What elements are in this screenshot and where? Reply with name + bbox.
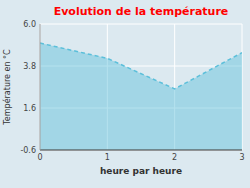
- x-tick-label: 3: [239, 153, 244, 162]
- grid-line-y: [40, 150, 242, 151]
- x-tick-label: 0: [37, 153, 42, 162]
- y-tick-label: -0.6: [20, 146, 36, 155]
- y-axis-line: [40, 24, 41, 150]
- grid-line-y: [40, 24, 242, 25]
- x-tick-label: 2: [172, 153, 177, 162]
- title: Evolution de la température: [54, 5, 229, 18]
- y-tick-label: 6.0: [23, 20, 36, 29]
- area-line: [40, 43, 242, 89]
- x-axis-label: heure par heure: [100, 166, 182, 176]
- area-fill: [40, 43, 242, 150]
- chart: -0.6 1.6 3.8 6.0 0 1 2 3 Evolution de la tempéra…: [0, 0, 250, 188]
- y-axis-label: Température en °C: [2, 49, 12, 126]
- plot-area: [40, 43, 242, 150]
- x-axis-line: [40, 150, 242, 151]
- grid-line-x: [40, 24, 41, 150]
- y-tick-label: 3.8: [23, 62, 36, 71]
- y-tick-label: 1.6: [23, 104, 36, 113]
- x-tick-label: 1: [105, 153, 110, 162]
